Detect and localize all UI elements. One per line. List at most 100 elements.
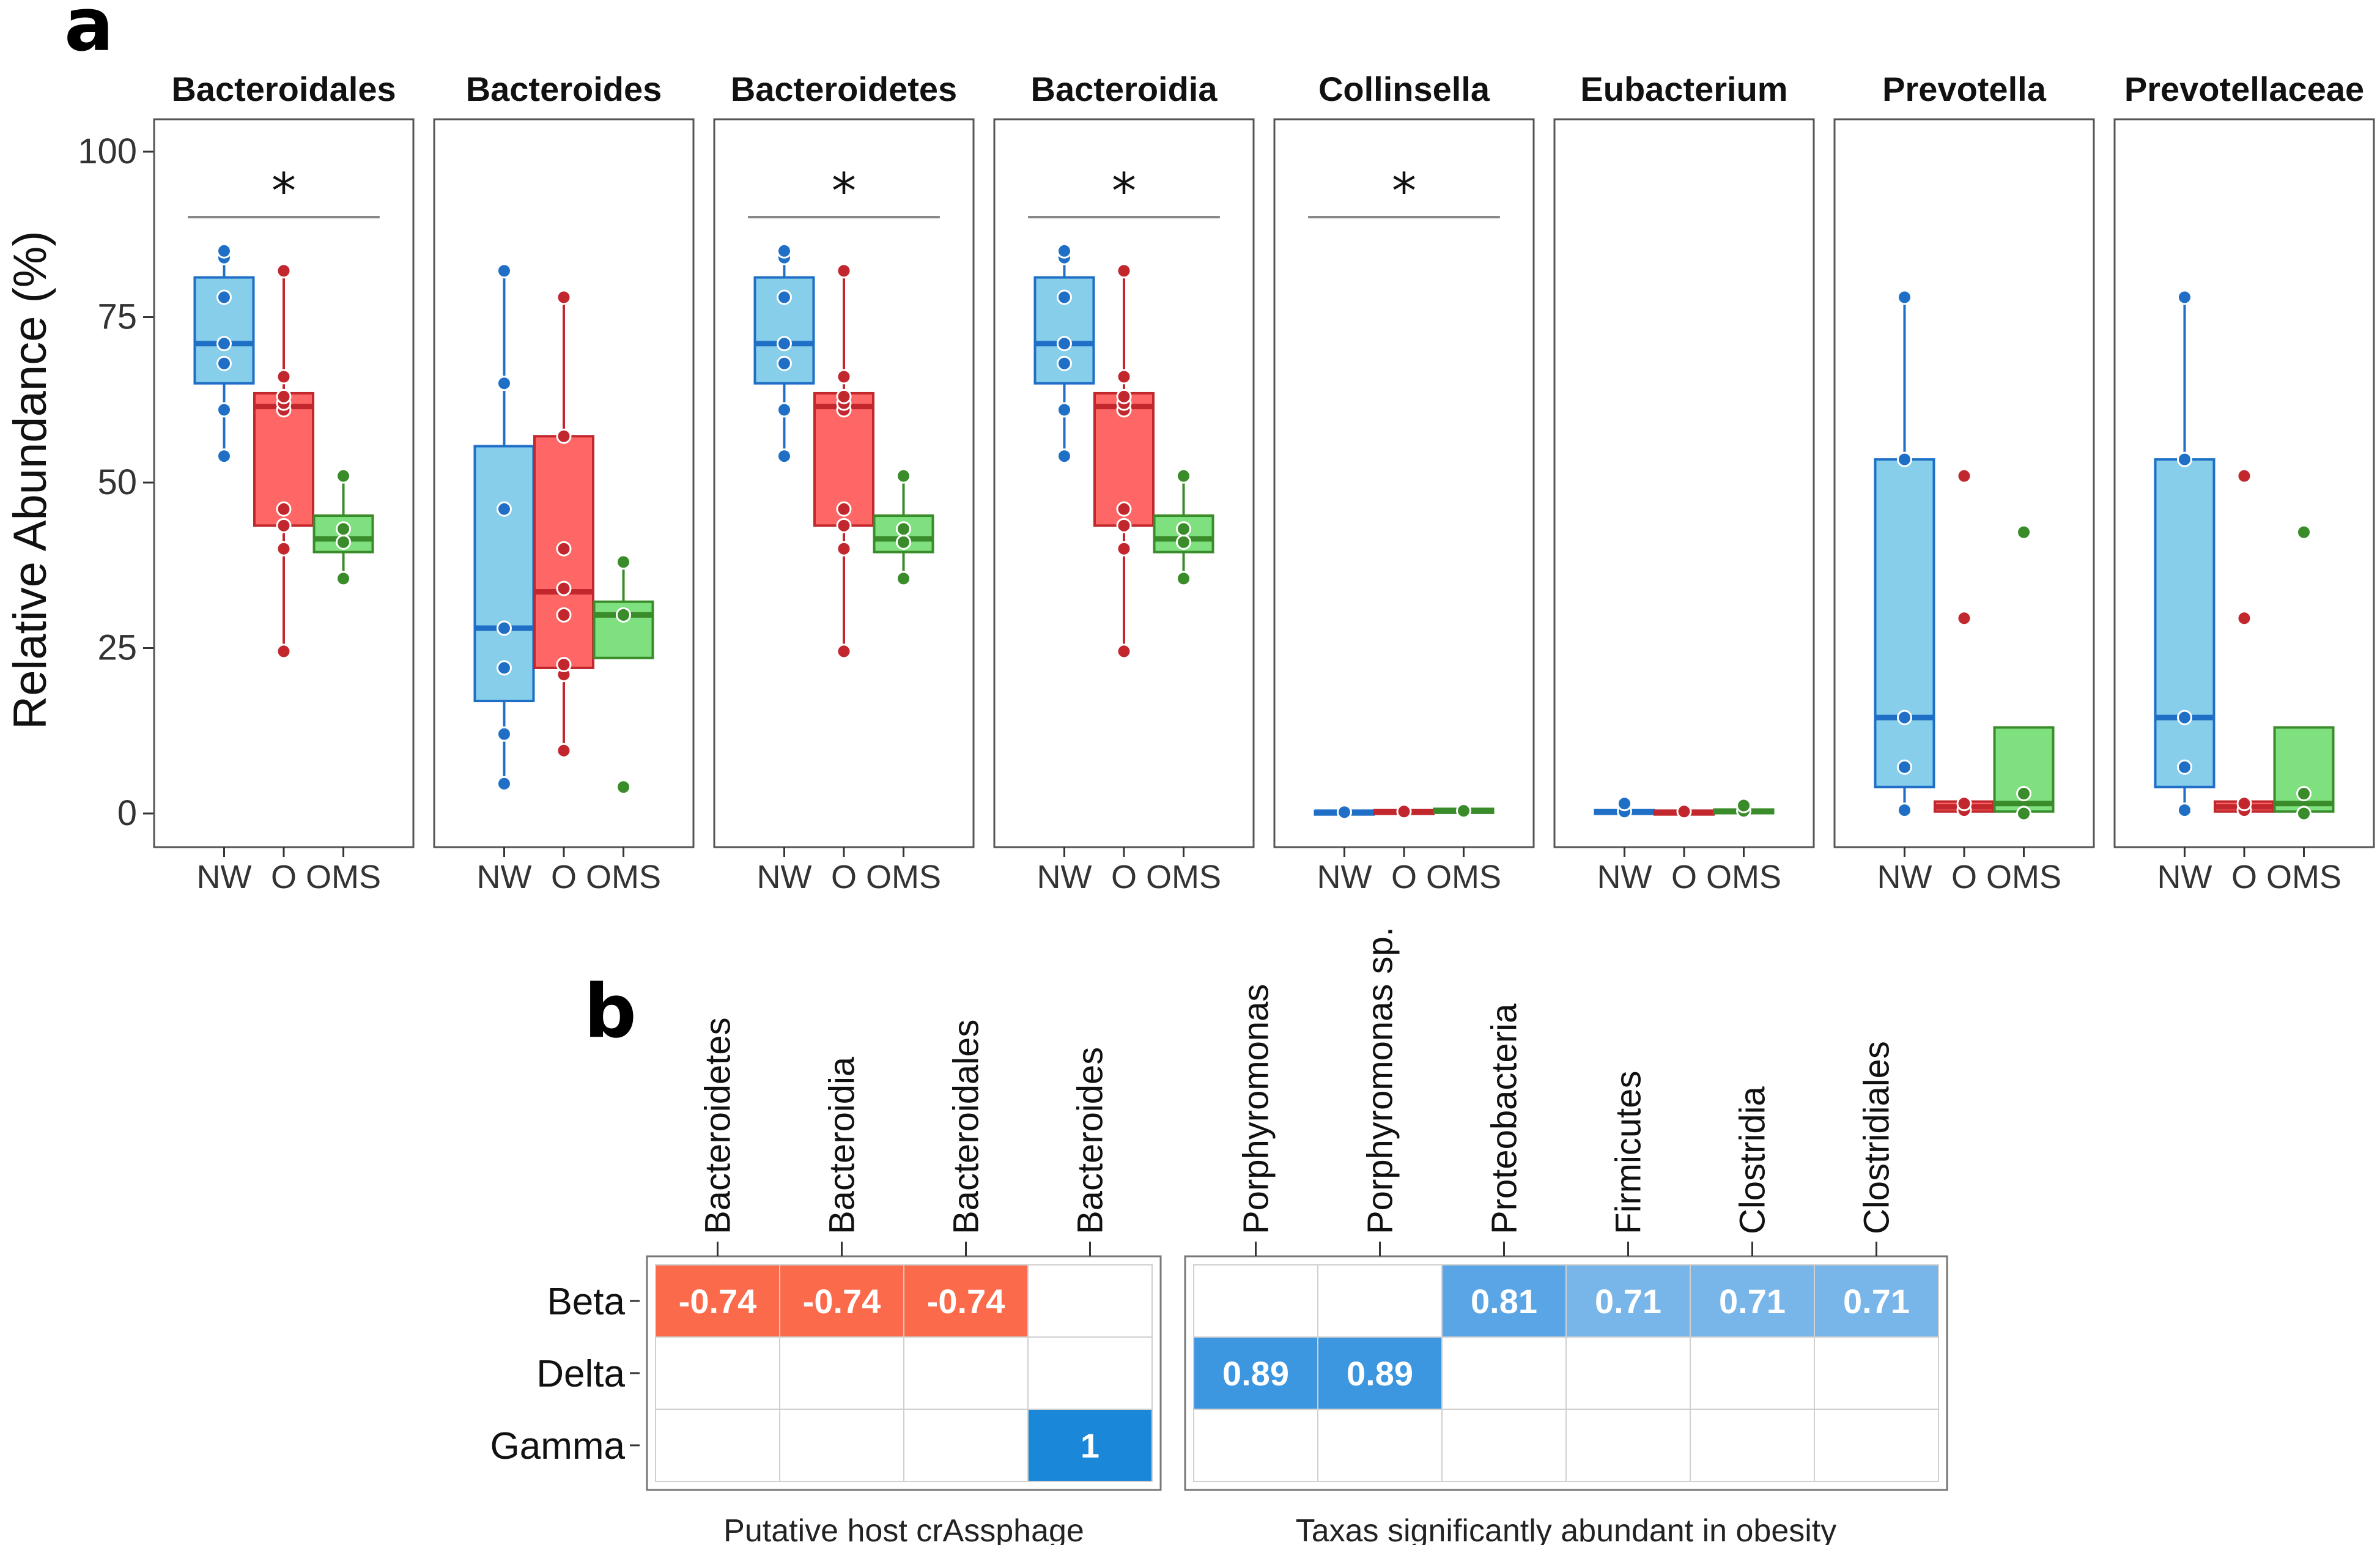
- heatmap-cell: [1027, 1336, 1153, 1410]
- heatmap-value: -0.74: [927, 1282, 1005, 1321]
- x-tick-label: OMS: [1706, 859, 1781, 895]
- heatmap-column-label: Bacteroidia: [822, 1056, 862, 1234]
- x-tick-label: O: [1671, 859, 1697, 895]
- heatmap-column-label: Porphyromonas sp.: [1361, 927, 1400, 1234]
- box-o: [1093, 263, 1155, 659]
- data-point: [556, 607, 572, 623]
- data-point: [276, 517, 292, 533]
- data-point: [836, 501, 852, 517]
- data-point: [1896, 802, 1912, 818]
- data-point: [216, 336, 232, 352]
- data-point: [1056, 402, 1072, 418]
- x-tick-label: OMS: [866, 859, 941, 895]
- box-nw: [1033, 243, 1095, 464]
- data-point: [2176, 802, 2192, 818]
- data-point: [556, 580, 572, 596]
- data-point: [216, 243, 232, 259]
- data-point: [1116, 388, 1132, 404]
- heatmap-value: -0.74: [803, 1282, 881, 1321]
- data-point: [1116, 643, 1132, 659]
- data-point: [616, 779, 632, 795]
- data-point: [896, 571, 912, 587]
- data-point: [2296, 806, 2312, 821]
- box-o: [1373, 804, 1435, 820]
- box-oms: [312, 468, 374, 587]
- data-point: [556, 657, 572, 673]
- heatmap-cell: [1690, 1264, 1815, 1338]
- heatmap-column-label: Bacteroidetes: [698, 1017, 738, 1234]
- heatmap-value: 1: [1081, 1426, 1099, 1465]
- data-point: [1896, 710, 1912, 725]
- heatmap-caption: Putative host crAssphage: [723, 1513, 1084, 1545]
- panel-bacteroidia: Bacteroidia * NW O OMS: [993, 70, 1255, 895]
- x-tick-label: NW: [1597, 859, 1652, 895]
- y-tick-label: 100: [78, 132, 137, 171]
- data-point: [216, 448, 232, 464]
- heatmap-column-label: Porphyromonas: [1236, 984, 1276, 1234]
- heatmap-cell: [1193, 1264, 1318, 1338]
- box-nw: [2154, 289, 2216, 818]
- heatmap-column-label: Clostridia: [1733, 1086, 1773, 1234]
- heatmap-row-label: Gamma: [490, 1425, 626, 1467]
- heatmap-cell: [655, 1336, 780, 1410]
- box-nw: [753, 243, 815, 464]
- data-point: [276, 643, 292, 659]
- data-point: [1896, 451, 1912, 467]
- heatmap-cell: [779, 1336, 904, 1410]
- data-point: [836, 517, 852, 533]
- data-point: [1176, 468, 1192, 484]
- data-point: [1336, 804, 1352, 820]
- data-point: [556, 743, 572, 758]
- heatmap-cell: [655, 1264, 780, 1338]
- x-tick-label: O: [271, 859, 297, 895]
- data-point: [1116, 517, 1132, 533]
- data-point: [1116, 369, 1132, 385]
- data-point: [896, 521, 912, 537]
- data-point: [1176, 571, 1192, 587]
- x-tick-label: NW: [196, 859, 251, 895]
- data-point: [2176, 451, 2192, 467]
- data-point: [496, 263, 512, 279]
- heatmap-caption: Taxas significantly abundant in obesity: [1296, 1513, 1837, 1545]
- heatmap-cell: [1441, 1409, 1567, 1482]
- data-point: [1956, 796, 1972, 812]
- panel-title: Prevotellaceae: [2124, 70, 2364, 108]
- box: [473, 445, 535, 703]
- panel-title: Eubacterium: [1580, 70, 1787, 108]
- box-nw: [1594, 796, 1655, 820]
- data-point: [2236, 468, 2252, 484]
- data-point: [1056, 355, 1072, 371]
- heatmap-cell: [903, 1264, 1029, 1338]
- box-o: [1934, 468, 1995, 818]
- data-point: [836, 643, 852, 659]
- data-point: [496, 660, 512, 676]
- box: [2154, 458, 2216, 788]
- data-point: [896, 534, 912, 550]
- data-point: [2296, 524, 2312, 540]
- data-point: [496, 501, 512, 517]
- panel-frame: [1273, 118, 1535, 848]
- data-point: [776, 243, 792, 259]
- data-point: [336, 521, 352, 537]
- data-point: [336, 468, 352, 484]
- heatmap-value: 0.89: [1222, 1354, 1289, 1393]
- panel-title: Bacteroidetes: [731, 70, 957, 108]
- significance-mark: *: [832, 163, 856, 220]
- x-tick-label: NW: [1037, 859, 1092, 895]
- data-point: [1896, 289, 1912, 305]
- data-point: [776, 289, 792, 305]
- data-point: [556, 289, 572, 305]
- data-point: [276, 501, 292, 517]
- data-point: [1116, 541, 1132, 557]
- box-oms: [1993, 524, 2055, 821]
- heatmap-value: 0.89: [1347, 1354, 1413, 1393]
- data-point: [276, 388, 292, 404]
- y-tick-label: 50: [97, 462, 137, 502]
- x-tick-label: NW: [2157, 859, 2212, 895]
- data-point: [1676, 804, 1692, 820]
- data-point: [776, 355, 792, 371]
- data-point: [216, 402, 232, 418]
- data-point: [276, 369, 292, 385]
